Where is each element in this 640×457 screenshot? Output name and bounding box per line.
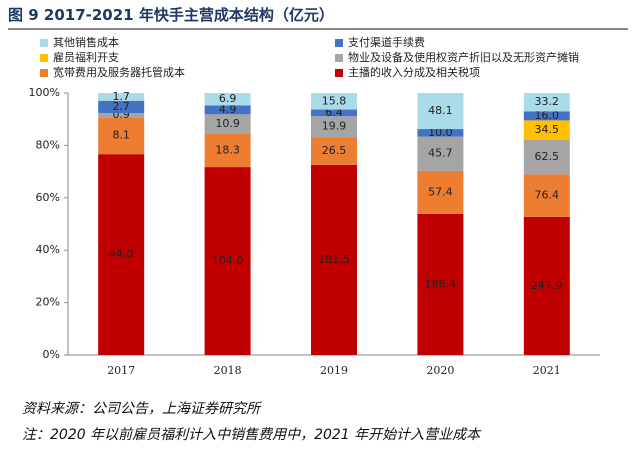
data-label: 188.4 <box>425 277 457 290</box>
x-tick-label: 2018 <box>214 364 242 377</box>
legend-label: 支付渠道手续费 <box>348 35 425 49</box>
data-label: 10.9 <box>215 117 240 130</box>
legend-swatch <box>335 39 343 47</box>
bar-segment <box>98 113 145 118</box>
bar-segment <box>204 167 251 355</box>
x-tick-label: 2020 <box>426 364 454 377</box>
data-label: 2.7 <box>112 100 130 113</box>
bar-segment <box>98 100 145 114</box>
bar-segment <box>523 93 570 112</box>
data-label: 247.9 <box>531 279 563 292</box>
data-label: 62.5 <box>535 150 560 163</box>
source: 资料来源：公司公告，上海证券研究所 <box>22 401 260 417</box>
bar-segment <box>311 116 357 138</box>
legend-label: 雇员福利开支 <box>53 50 119 64</box>
bar-segment <box>204 93 251 106</box>
bar-segment <box>311 164 357 355</box>
bar-segment <box>523 111 570 121</box>
data-label: 76.4 <box>535 189 560 202</box>
x-tick-label: 2021 <box>533 364 561 377</box>
y-tick-label: 80% <box>36 138 60 151</box>
chart: 主播的收入分成及相关税项 宽带费用及服务器托管成本 物业及设备及使用权资产折旧以及无… <box>29 35 600 377</box>
x-tick-label: 2019 <box>320 364 348 377</box>
data-label: 104.0 <box>212 254 244 267</box>
bar-segment <box>523 120 570 140</box>
legend-swatch <box>40 39 48 47</box>
legend-swatch <box>40 69 48 77</box>
legend-label: 物业及设备及使用权资产折旧以及无形资产摊销 <box>348 50 579 64</box>
data-label: 26.5 <box>322 144 347 157</box>
y-tick-label: 60% <box>36 191 60 204</box>
bar-segment <box>311 137 357 165</box>
data-label: 181.5 <box>318 253 350 266</box>
legend-swatch <box>335 54 343 62</box>
data-label: 18.3 <box>215 144 240 157</box>
bar-segment <box>417 136 464 171</box>
y-tick-label: 100% <box>29 86 60 99</box>
legend-swatch <box>335 69 343 77</box>
bar-segment <box>98 93 145 101</box>
y-tick-label: 40% <box>36 243 60 256</box>
data-label: 4.9 <box>219 103 237 116</box>
data-label: 44.0 <box>109 248 134 261</box>
data-label: 57.4 <box>428 185 453 198</box>
data-label: 48.1 <box>428 104 453 117</box>
data-label: 1.7 <box>112 90 130 103</box>
bar-segment <box>311 93 357 110</box>
x-tick-label: 2017 <box>107 364 135 377</box>
data-label: 34.5 <box>535 123 560 136</box>
bar-segment <box>98 117 145 155</box>
bar-segment <box>204 134 251 168</box>
legend-label: 其他销售成本 <box>53 35 119 49</box>
bar-segment <box>204 105 251 115</box>
data-label: 33.2 <box>535 95 560 108</box>
bar-segment <box>204 114 251 135</box>
data-label: 8.1 <box>112 129 130 142</box>
y-tick-label: 0% <box>43 348 60 361</box>
legend-label: 宽带费用及服务器托管成本 <box>53 65 185 79</box>
data-label: 45.7 <box>428 147 453 160</box>
bar-segment <box>311 109 357 117</box>
bar-segment <box>417 213 464 355</box>
data-label: 19.9 <box>322 120 347 133</box>
data-label: 16.0 <box>535 109 560 122</box>
bar-segment <box>417 129 464 137</box>
note: 注：2020 年以前雇员福利计入中销售费用中，2021 年开始计入营业成本 <box>22 427 481 443</box>
legend-swatch <box>40 54 48 62</box>
bar-segment <box>523 216 570 355</box>
bar-segment <box>98 154 145 355</box>
chart-title: 图 9 2017-2021 年快手主营成本结构（亿元） <box>8 4 628 30</box>
data-label: 6.9 <box>219 92 237 105</box>
bar-segment <box>417 93 464 130</box>
data-label: 15.8 <box>322 94 347 107</box>
bar-segment <box>523 139 570 175</box>
bar-segment <box>417 170 464 214</box>
y-tick-label: 20% <box>36 296 60 309</box>
legend-label: 主播的收入分成及相关税项 <box>348 65 480 79</box>
bar-segment <box>523 174 570 217</box>
